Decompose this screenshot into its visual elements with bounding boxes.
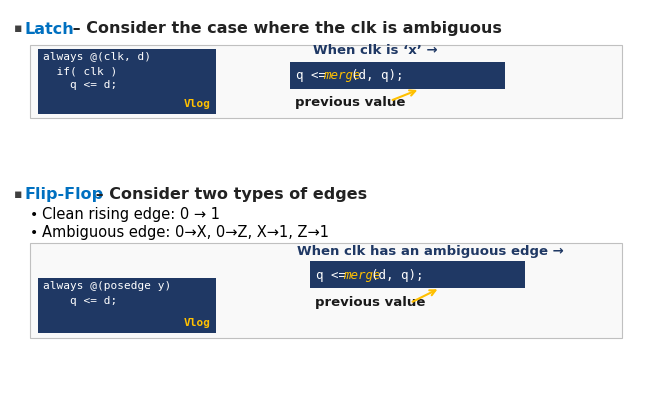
Text: q <= d;: q <= d; xyxy=(43,80,117,90)
Text: (d, q);: (d, q); xyxy=(371,268,424,282)
Bar xyxy=(30,45,622,118)
Text: Clean rising edge: 0 → 1: Clean rising edge: 0 → 1 xyxy=(42,208,220,222)
Text: – Consider two types of edges: – Consider two types of edges xyxy=(90,187,367,202)
Text: When clk has an ambiguous edge →: When clk has an ambiguous edge → xyxy=(296,245,564,258)
Text: (d, q);: (d, q); xyxy=(351,69,404,83)
Text: •: • xyxy=(30,208,38,222)
Text: ▪: ▪ xyxy=(14,189,23,202)
Bar xyxy=(38,278,216,333)
Text: Ambiguous edge: 0→X, 0→Z, X→1, Z→1: Ambiguous edge: 0→X, 0→Z, X→1, Z→1 xyxy=(42,226,329,241)
Text: always @(clk, d): always @(clk, d) xyxy=(43,52,151,62)
Text: previous value: previous value xyxy=(315,296,425,309)
Text: merge: merge xyxy=(323,69,361,83)
Text: Latch: Latch xyxy=(25,21,75,37)
Text: merge: merge xyxy=(343,268,380,282)
Bar xyxy=(30,243,622,338)
Text: – Consider the case where the clk is ambiguous: – Consider the case where the clk is amb… xyxy=(67,21,502,37)
Text: Vlog: Vlog xyxy=(184,318,211,328)
Bar xyxy=(290,62,505,89)
Text: q <=: q <= xyxy=(316,268,354,282)
Text: if( clk ): if( clk ) xyxy=(43,66,117,76)
Text: •: • xyxy=(30,226,38,240)
Text: ▪: ▪ xyxy=(14,23,23,35)
Text: q <=: q <= xyxy=(296,69,333,83)
Text: q <= d;: q <= d; xyxy=(43,296,117,306)
Text: Flip-Flop: Flip-Flop xyxy=(25,187,104,202)
Bar xyxy=(38,49,216,114)
Text: When clk is ‘x’ →: When clk is ‘x’ → xyxy=(313,44,437,58)
Text: previous value: previous value xyxy=(295,96,406,109)
Bar xyxy=(310,261,525,288)
Text: always @(posedge y): always @(posedge y) xyxy=(43,281,171,291)
Text: Vlog: Vlog xyxy=(184,99,211,109)
